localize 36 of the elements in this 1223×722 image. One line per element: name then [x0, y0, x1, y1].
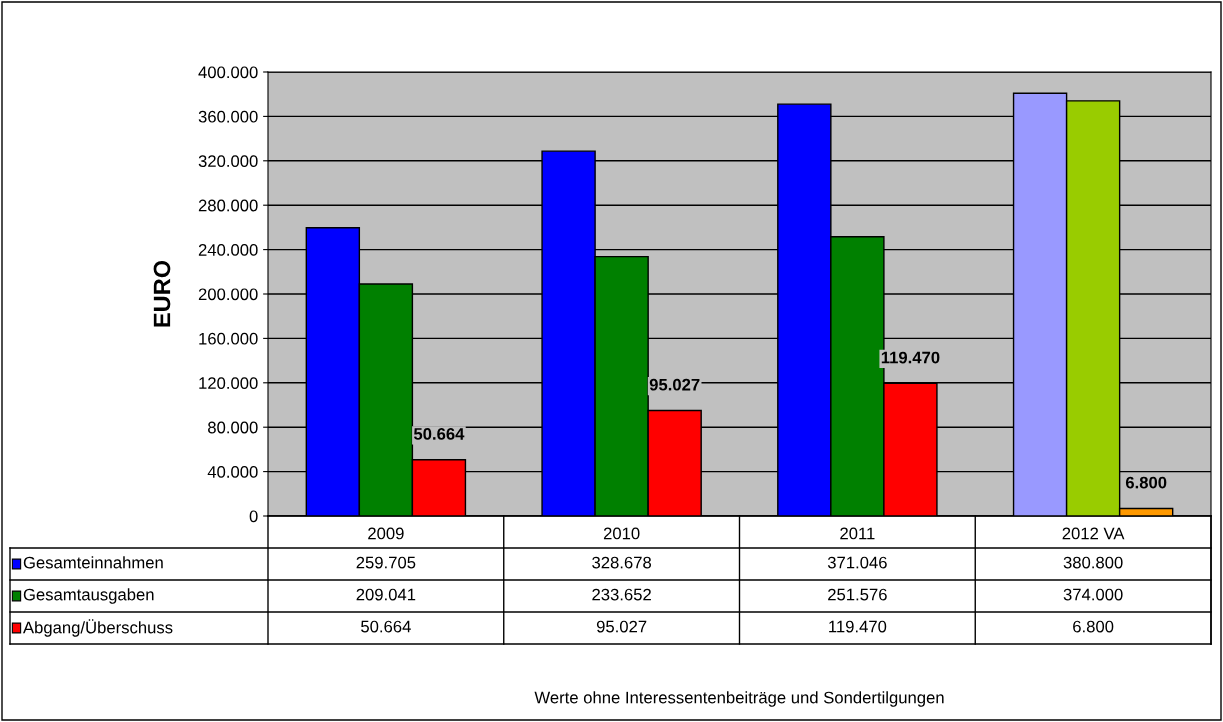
y-tick-label: 160.000 [199, 332, 258, 345]
data-label: 371.046 [827, 556, 887, 569]
text: 95.027 [649, 378, 700, 391]
y-tick-label: 0 [249, 510, 258, 523]
x-tick-label: 2011 [840, 527, 875, 540]
y-tick-label: 200.000 [198, 288, 258, 301]
data-label: 328.678 [592, 556, 652, 569]
y-tick-label: 280.000 [198, 199, 258, 212]
y-tick-label: 400.000 [198, 66, 258, 79]
text: 6.800 [1125, 476, 1167, 489]
y-tick-label: 240.000 [198, 244, 258, 256]
data-label: 50.664 [361, 620, 411, 633]
x-tick-label: 2012 VA [1062, 527, 1125, 540]
text: Werte ohne Interessentenbeiträge und Sondertilgungen [534, 691, 944, 707]
text: 119.470 [881, 351, 940, 364]
data-label: 95.027 [596, 620, 647, 633]
data-label: 374.000 [1063, 588, 1123, 601]
y-tick-label: 80.000 [208, 421, 258, 434]
data-label: 119.470 [829, 620, 887, 633]
legend-label: Gesamteinnahmen [23, 556, 163, 569]
data-label: 6.800 [1073, 620, 1114, 633]
data-label: 259.705 [356, 556, 416, 569]
y-tick-label: 320.000 [198, 155, 258, 167]
data-label: 209.041 [356, 588, 416, 601]
y-tick-label: 360.000 [198, 110, 258, 123]
y-tick-label: 40.000 [207, 466, 258, 478]
y-axis-title: EURO [153, 260, 171, 327]
data-label: 380.800 [1063, 556, 1123, 569]
x-tick-label: 2010 [603, 527, 640, 540]
y-tick-label: 120.000 [199, 377, 258, 389]
data-label: 233.652 [592, 588, 651, 601]
data-label: 251.576 [828, 588, 887, 601]
legend-label: Abgang/Überschuss [23, 619, 173, 637]
legend-label: Gesamtausgaben [23, 588, 154, 604]
text: 50.664 [413, 428, 465, 440]
x-tick-label: 2009 [368, 527, 404, 540]
